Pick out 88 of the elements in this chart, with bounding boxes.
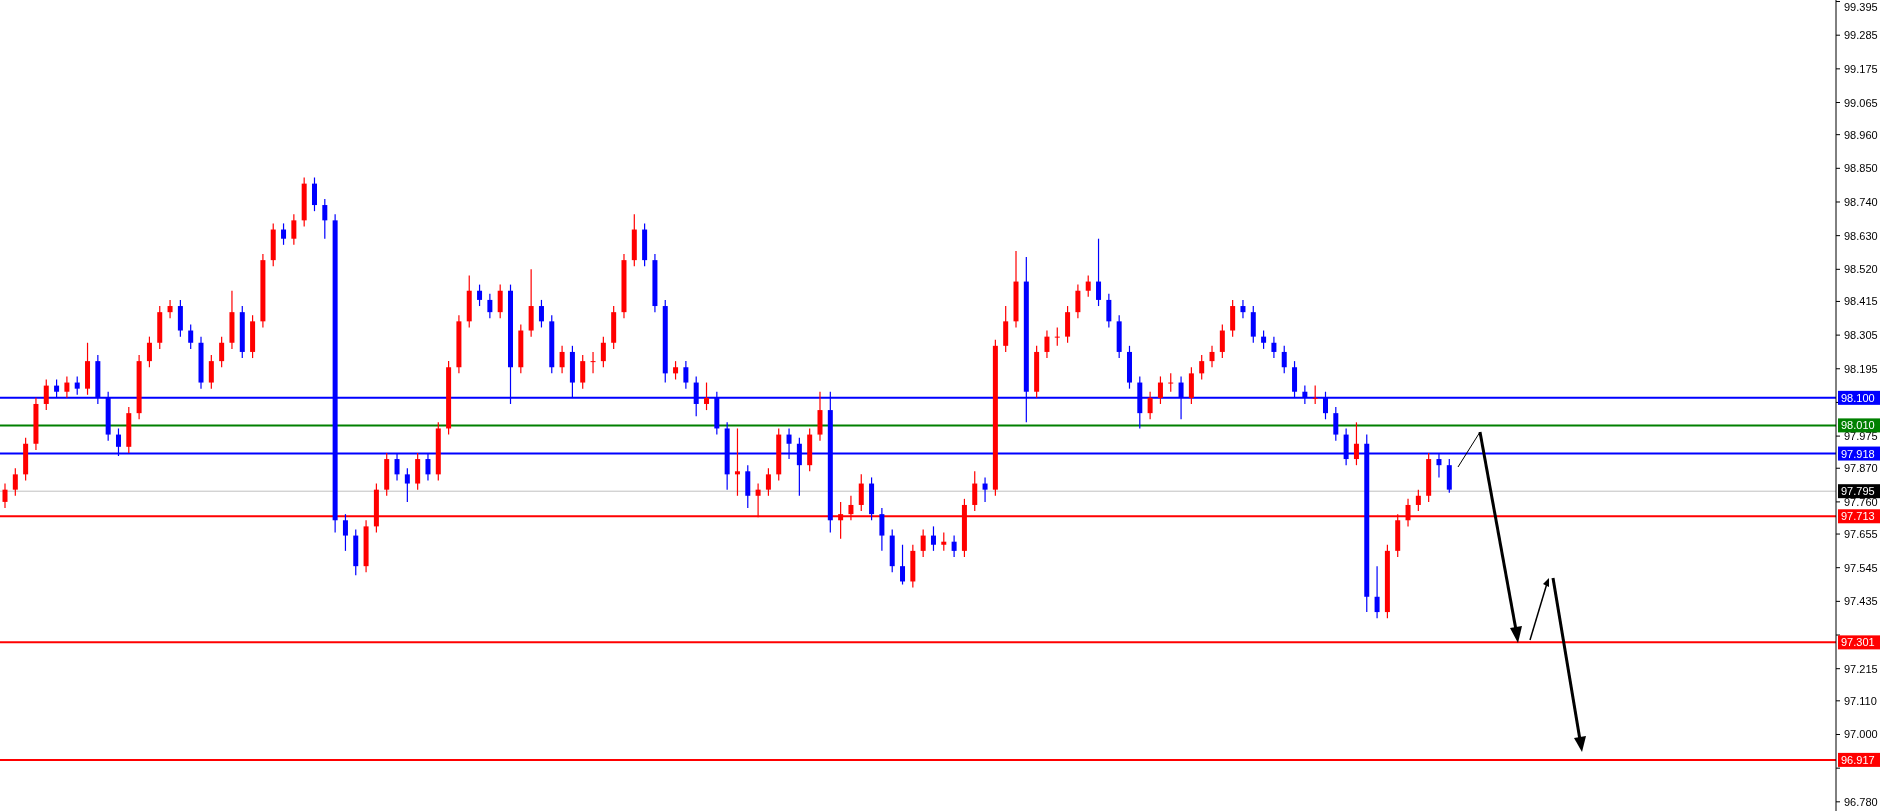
y-tick-label: 97.110 <box>1844 694 1877 707</box>
candlestick <box>704 381 710 411</box>
candlestick <box>1157 375 1163 405</box>
candlestick <box>765 467 771 497</box>
y-tick-label: 97.655 <box>1844 528 1878 541</box>
candlestick <box>1168 372 1174 393</box>
candlestick <box>1096 238 1102 307</box>
candlestick <box>858 473 864 512</box>
ref-line-label: 98.010 <box>1841 419 1875 432</box>
candlestick <box>322 198 328 240</box>
candlestick <box>1415 489 1421 512</box>
candlestick <box>1312 385 1318 405</box>
candlestick <box>1281 345 1287 374</box>
y-tick-label: 97.760 <box>1844 495 1878 508</box>
candlestick <box>1240 299 1246 319</box>
candlestick <box>1219 323 1225 359</box>
y-tick-label: 97.215 <box>1844 662 1878 675</box>
candlestick <box>1353 421 1359 466</box>
candlestick <box>208 354 214 390</box>
candlestick <box>1333 406 1339 442</box>
candlestick <box>1075 284 1081 319</box>
candlestick <box>74 375 80 396</box>
candlestick <box>188 323 194 350</box>
candlestick <box>673 360 679 381</box>
candlestick <box>311 176 317 212</box>
y-tick-label: 97.545 <box>1844 561 1878 574</box>
y-tick-label: 97.435 <box>1844 595 1878 608</box>
candlestick <box>146 336 152 368</box>
y-tick-label: 98.850 <box>1844 162 1878 175</box>
candlestick <box>1261 329 1267 350</box>
y-tick-label: 98.960 <box>1844 128 1878 141</box>
y-tick-label: 98.630 <box>1844 229 1878 242</box>
ref-line-label: 97.795 <box>1841 485 1875 498</box>
candlestick <box>972 470 978 512</box>
candlestick <box>43 378 49 411</box>
ref-line-label: 97.918 <box>1841 447 1875 460</box>
y-tick-label: 97.870 <box>1844 462 1878 475</box>
candlestick <box>900 544 906 586</box>
candlestick <box>559 345 565 374</box>
y-tick-label: 98.305 <box>1844 329 1878 342</box>
ref-line-label: 96.917 <box>1841 753 1875 766</box>
ref-line-label: 98.100 <box>1841 391 1875 404</box>
candlestick <box>2 482 8 509</box>
candlestick <box>590 351 596 374</box>
candlestick <box>487 293 493 319</box>
y-tick-label: 99.395 <box>1844 1 1878 13</box>
candlestick <box>12 467 18 497</box>
candlestick <box>1085 274 1091 298</box>
candlestick <box>1054 326 1060 347</box>
candlestick <box>342 513 348 552</box>
candlestick <box>281 222 287 246</box>
y-tick-label: 99.065 <box>1844 96 1878 109</box>
candlestick <box>920 528 926 558</box>
y-tick-label: 99.175 <box>1844 62 1878 75</box>
y-tick-label: 98.195 <box>1844 362 1878 375</box>
candlestick <box>1044 329 1050 359</box>
candlestick <box>683 360 689 390</box>
candlestick <box>1374 565 1380 619</box>
y-tick-label: 98.415 <box>1844 295 1878 308</box>
y-tick-label: 97.000 <box>1844 728 1878 741</box>
candlestick <box>1106 293 1112 329</box>
y-tick-label: 99.285 <box>1844 29 1878 42</box>
candlestick <box>930 525 936 552</box>
candlestick <box>64 375 70 399</box>
candlestick <box>1271 336 1277 359</box>
candlestick <box>497 284 503 319</box>
candlestick <box>167 299 173 319</box>
candlestick <box>291 213 297 246</box>
candlestick <box>580 354 586 390</box>
candlestick <box>600 336 606 368</box>
candlestick <box>951 534 957 558</box>
candlestick <box>982 476 988 503</box>
candlestick <box>477 284 483 307</box>
candlestick <box>1147 391 1153 420</box>
candlestick <box>879 507 885 552</box>
candlestick <box>1199 354 1205 381</box>
y-tick-label: 98.740 <box>1844 195 1878 208</box>
candlestick <box>1209 345 1215 368</box>
y-tick-label: 97.975 <box>1844 430 1878 443</box>
y-tick-label: 98.520 <box>1844 263 1878 276</box>
ref-line-label: 97.713 <box>1841 510 1875 523</box>
candlestick <box>538 299 544 329</box>
ref-line-label: 97.301 <box>1841 636 1875 649</box>
y-tick-label: 96.780 <box>1844 795 1878 808</box>
candlestick <box>404 467 410 503</box>
candlestick <box>734 427 740 497</box>
candlestick <box>941 531 947 552</box>
candlestick <box>219 336 225 368</box>
